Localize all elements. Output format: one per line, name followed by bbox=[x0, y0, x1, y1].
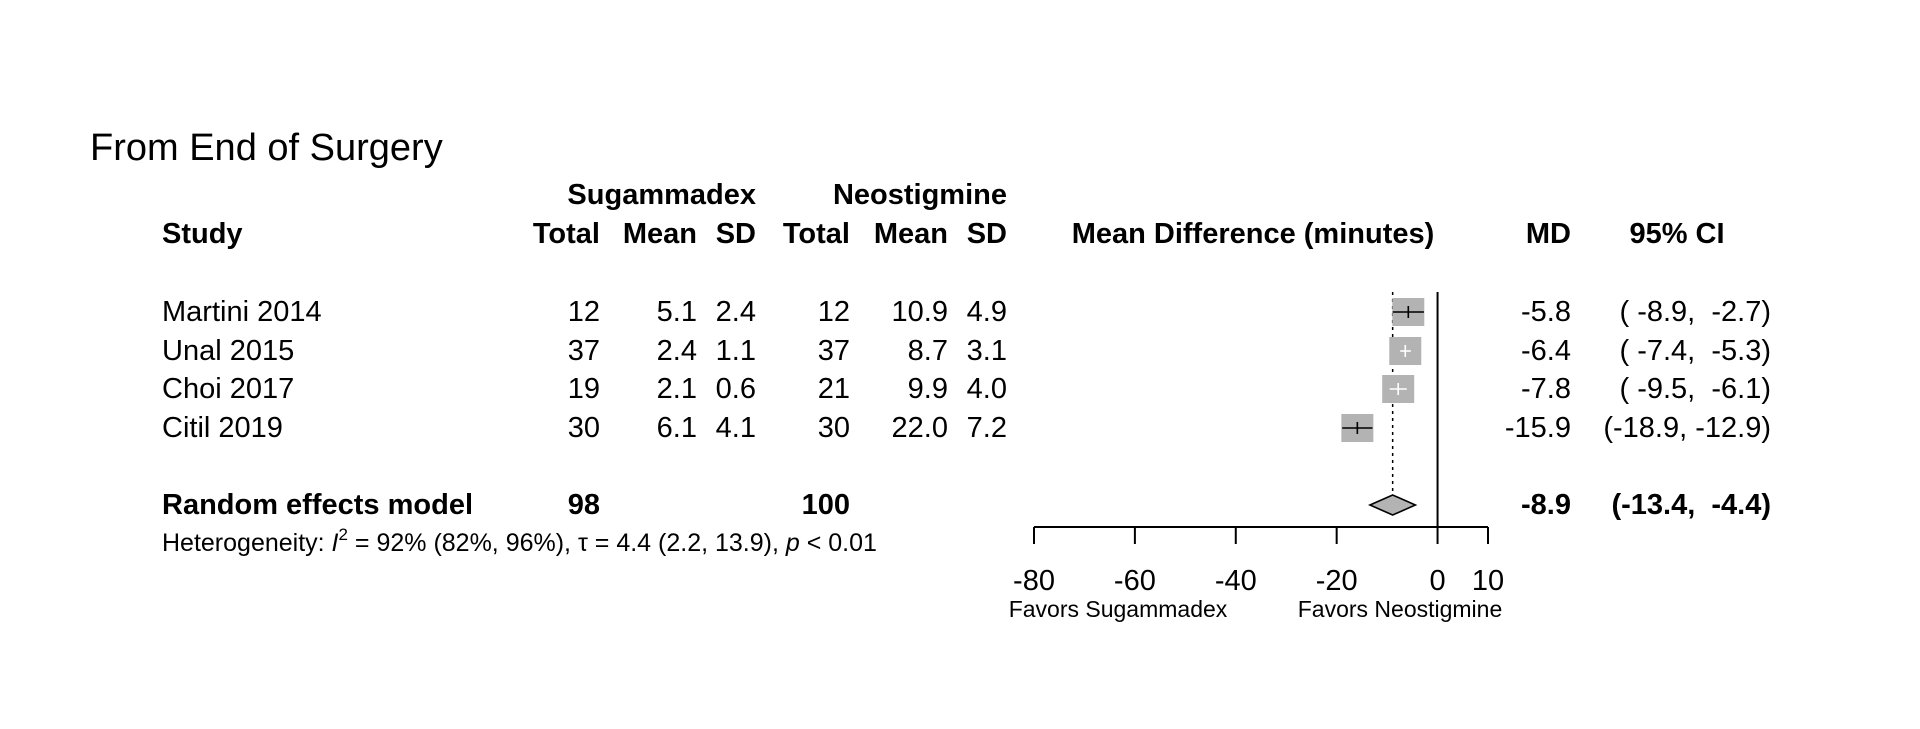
header-md: MD bbox=[1526, 218, 1571, 250]
x-axis-tick-label: -20 bbox=[1316, 565, 1358, 597]
study-md: -6.4 bbox=[1521, 335, 1571, 367]
header-total-2: Total bbox=[783, 218, 850, 250]
study-sd-2: 7.2 bbox=[967, 412, 1007, 444]
study-sd-2: 4.0 bbox=[967, 373, 1007, 405]
study-mean-2: 10.9 bbox=[892, 296, 948, 328]
study-name: Choi 2017 bbox=[162, 373, 294, 405]
study-total-1: 30 bbox=[568, 412, 600, 444]
study-sd-1: 0.6 bbox=[716, 373, 756, 405]
study-mean-1: 5.1 bbox=[657, 296, 697, 328]
pooled-total-1: 98 bbox=[568, 489, 600, 521]
heterogeneity-stats: = 92% (82%, 96%), τ = 4.4 (2.2, 13.9), bbox=[348, 529, 786, 557]
pooled-label: Random effects model bbox=[162, 489, 473, 521]
pooled-ci: (-13.4, -4.4) bbox=[1611, 489, 1771, 521]
header-sd-2: SD bbox=[967, 218, 1007, 250]
study-ci: ( -9.5, -6.1) bbox=[1620, 373, 1772, 405]
study-sd-1: 2.4 bbox=[716, 296, 756, 328]
study-sd-2: 4.9 bbox=[967, 296, 1007, 328]
study-sd-1: 4.1 bbox=[716, 412, 756, 444]
header-study: Study bbox=[162, 218, 243, 250]
header-group-sugammadex: Sugammadex bbox=[567, 179, 756, 211]
study-mean-1: 2.1 bbox=[657, 373, 697, 405]
study-md: -5.8 bbox=[1521, 296, 1571, 328]
forest-graphics: -80 -60 -40 -20 0 10 bbox=[1013, 292, 1504, 597]
header-group-neostigmine: Neostigmine bbox=[833, 179, 1007, 211]
pooled-md: -8.9 bbox=[1521, 489, 1571, 521]
plot-title: From End of Surgery bbox=[90, 127, 443, 169]
p-symbol: p bbox=[785, 529, 800, 557]
study-name: Unal 2015 bbox=[162, 335, 294, 367]
study-ci: ( -8.9, -2.7) bbox=[1620, 296, 1772, 328]
header-total-1: Total bbox=[533, 218, 600, 250]
pooled-total-2: 100 bbox=[802, 489, 850, 521]
x-axis-tick-label: -80 bbox=[1013, 565, 1055, 597]
header-sd-1: SD bbox=[716, 218, 756, 250]
study-row: Choi 2017 19 2.1 0.6 21 9.9 4.0 -7.8 ( -… bbox=[162, 373, 1771, 405]
study-row: Citil 2019 30 6.1 4.1 30 22.0 7.2 -15.9 … bbox=[162, 412, 1771, 444]
study-mean-2: 22.0 bbox=[892, 412, 948, 444]
study-mean-2: 9.9 bbox=[908, 373, 948, 405]
header-mean-2: Mean bbox=[874, 218, 948, 250]
i2-superscript: 2 bbox=[339, 525, 348, 544]
study-total-2: 12 bbox=[818, 296, 850, 328]
study-md: -7.8 bbox=[1521, 373, 1571, 405]
p-value: < 0.01 bbox=[800, 529, 877, 557]
study-md: -15.9 bbox=[1505, 412, 1571, 444]
header-ci: 95% CI bbox=[1629, 218, 1724, 250]
study-mean-1: 6.1 bbox=[657, 412, 697, 444]
heterogeneity-prefix: Heterogeneity: bbox=[162, 529, 332, 557]
header-mean-1: Mean bbox=[623, 218, 697, 250]
favors-left-label: Favors Sugammadex bbox=[1009, 596, 1228, 622]
study-total-1: 12 bbox=[568, 296, 600, 328]
x-axis-tick-label: -40 bbox=[1215, 565, 1257, 597]
study-total-1: 37 bbox=[568, 335, 600, 367]
pooled-row: Random effects model 98 100 -8.9 (-13.4,… bbox=[162, 489, 1771, 521]
study-sd-2: 3.1 bbox=[967, 335, 1007, 367]
study-mean-2: 8.7 bbox=[908, 335, 948, 367]
study-row: Unal 2015 37 2.4 1.1 37 8.7 3.1 -6.4 ( -… bbox=[162, 335, 1771, 367]
study-ci: (-18.9, -12.9) bbox=[1603, 412, 1771, 444]
study-name: Martini 2014 bbox=[162, 296, 322, 328]
study-mean-1: 2.4 bbox=[657, 335, 697, 367]
x-axis-tick-label: 0 bbox=[1429, 565, 1445, 597]
study-name: Citil 2019 bbox=[162, 412, 283, 444]
study-total-2: 30 bbox=[818, 412, 850, 444]
study-total-2: 21 bbox=[818, 373, 850, 405]
study-total-1: 19 bbox=[568, 373, 600, 405]
header-effect: Mean Difference (minutes) bbox=[1072, 218, 1435, 250]
study-total-2: 37 bbox=[818, 335, 850, 367]
study-ci: ( -7.4, -5.3) bbox=[1620, 335, 1772, 367]
pooled-diamond bbox=[1367, 494, 1418, 516]
favors-right-label: Favors Neostigmine bbox=[1298, 596, 1503, 622]
heterogeneity-text: Heterogeneity: I2 = 92% (82%, 96%), τ = … bbox=[162, 525, 877, 557]
x-axis-tick-label: 10 bbox=[1472, 565, 1504, 597]
x-axis-tick-label: -60 bbox=[1114, 565, 1156, 597]
study-row: Martini 2014 12 5.1 2.4 12 10.9 4.9 -5.8… bbox=[162, 296, 1771, 328]
i2-symbol: I bbox=[332, 529, 339, 557]
study-sd-1: 1.1 bbox=[716, 335, 756, 367]
